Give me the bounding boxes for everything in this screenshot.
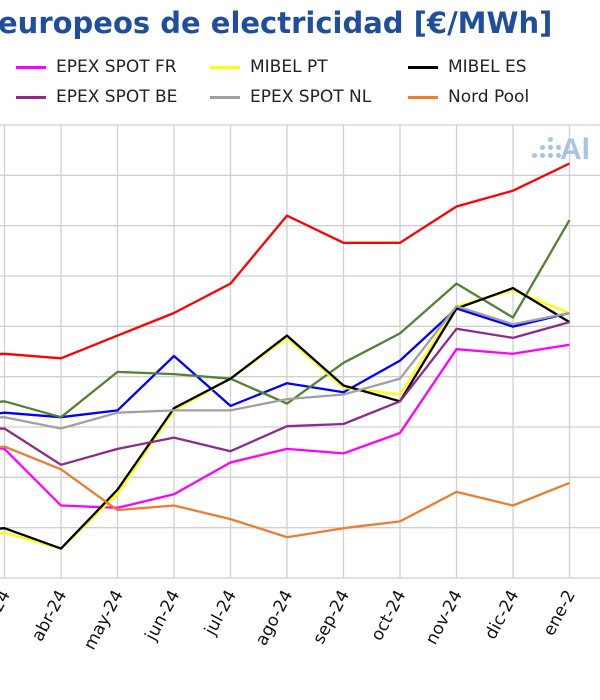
dots-icon (530, 135, 561, 165)
legend-label: EPEX SPOT NL (250, 87, 372, 107)
x-tick-label: dic-24 (481, 587, 523, 643)
legend-label: MIBEL ES (448, 57, 527, 77)
series-line-5 (0, 445, 570, 539)
legend-swatch (16, 65, 46, 69)
series-line-6 (0, 162, 570, 360)
logo-dot (556, 145, 561, 150)
x-tick-label: abr-24 (28, 587, 71, 645)
legend-label: MIBEL PT (250, 57, 328, 77)
legend-label: Nord Pool (448, 87, 530, 107)
logo-dot (540, 153, 545, 158)
logo-dot (540, 145, 545, 150)
legend-swatch (408, 65, 438, 69)
legend: EPEX SPOT FR MIBEL PT MIBEL ES EPEX SPOT BE… (0, 56, 600, 116)
series-lines (0, 162, 571, 550)
logo-dot (548, 153, 553, 158)
legend-item: EPEX SPOT NL (210, 86, 371, 108)
legend-item: MIBEL ES (408, 56, 527, 78)
x-tick-labels: r-24 abr-24 may-24 jun-24 jul-24 ago-24 sep-24… (0, 587, 580, 653)
legend-swatch (408, 95, 438, 99)
grid (0, 124, 600, 579)
legend-swatch (210, 95, 240, 99)
logo-dot (548, 145, 553, 150)
legend-label: EPEX SPOT FR (56, 57, 177, 77)
legend-item: EPEX SPOT FR (16, 56, 177, 78)
series-line-8 (0, 219, 571, 419)
x-tick-label: ene-2 (539, 587, 580, 639)
x-tick-label: nov-24 (422, 587, 467, 648)
legend-label: EPEX SPOT BE (56, 87, 178, 107)
logo-dot (532, 153, 537, 158)
series-line-2 (0, 286, 571, 550)
logo-dot (548, 137, 553, 142)
x-tick-label: jul-24 (200, 587, 241, 640)
x-tick-label: jun-24 (141, 587, 185, 645)
x-tick-label: oct-24 (367, 587, 410, 644)
chart-title: europeos de electricidad [€/MWh] (0, 6, 553, 40)
legend-item: MIBEL PT (210, 56, 328, 78)
legend-item: Nord Pool (408, 86, 529, 108)
watermark-logo: Al (530, 133, 590, 167)
x-tick-label: sep-24 (309, 587, 354, 647)
series-line-7 (0, 307, 570, 419)
series-line-1 (0, 289, 570, 550)
watermark-text: Al (560, 133, 590, 166)
series-line-4 (0, 305, 570, 430)
x-tick-label: ago-24 (252, 587, 298, 649)
series-line-0 (0, 343, 570, 509)
series-line-3 (0, 320, 570, 466)
legend-swatch (16, 95, 46, 99)
x-tick-label: may-24 (80, 587, 128, 653)
legend-swatch (210, 65, 240, 69)
legend-item: EPEX SPOT BE (16, 86, 177, 108)
x-tick-label: r-24 (0, 587, 15, 626)
logo-dot (556, 153, 561, 158)
